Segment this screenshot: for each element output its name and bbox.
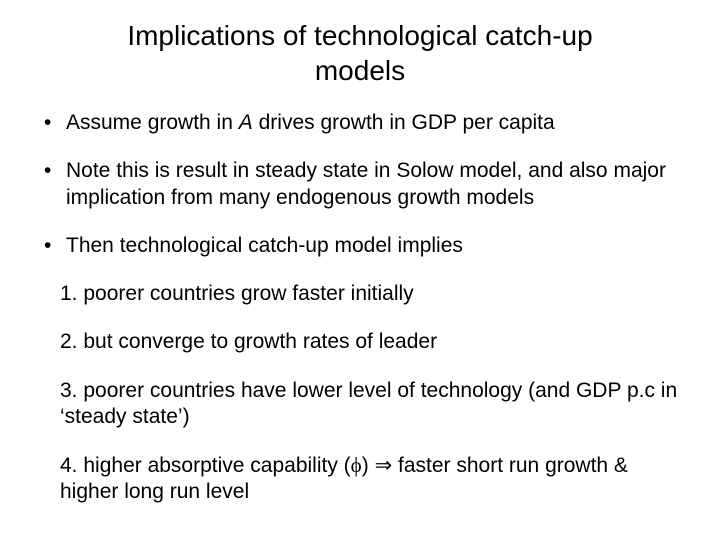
- bullet-item-1: Assume growth in A drives growth in GDP …: [66, 110, 690, 136]
- bullet-item-3: Then technological catch-up model implie…: [66, 233, 690, 259]
- slide-title: Implications of technological catch-up m…: [30, 18, 690, 88]
- bullet-1-pre: Assume growth in: [66, 111, 239, 134]
- num-4-mid: ): [362, 454, 375, 477]
- numbered-item-2: 2. but converge to growth rates of leade…: [60, 329, 690, 355]
- num-1-text: poorer countries grow faster initially: [83, 282, 413, 305]
- bullet-item-2: Note this is result in steady state in S…: [66, 158, 690, 211]
- title-line-1: Implications of technological catch-up: [127, 20, 592, 51]
- implies-arrow-icon: ⇒: [375, 453, 393, 477]
- numbered-item-4: 4. higher absorptive capability (ϕ) ⇒ fa…: [60, 452, 690, 506]
- numbered-list: 1. poorer countries grow faster initiall…: [30, 281, 690, 506]
- slide: Implications of technological catch-up m…: [0, 0, 720, 540]
- numbered-item-3: 3. poorer countries have lower level of …: [60, 378, 690, 431]
- num-4-number: 4.: [60, 454, 83, 477]
- numbered-item-1: 1. poorer countries grow faster initiall…: [60, 281, 690, 307]
- phi-symbol-icon: ϕ: [351, 453, 362, 477]
- num-3-text: poorer countries have lower level of tec…: [60, 379, 677, 428]
- num-3-number: 3.: [60, 379, 83, 402]
- bullet-1-italic: A: [239, 111, 253, 134]
- num-4-pre: higher absorptive capability (: [83, 454, 350, 477]
- bullet-1-post: drives growth in GDP per capita: [253, 111, 555, 134]
- title-line-2: models: [315, 55, 405, 86]
- bullet-list: Assume growth in A drives growth in GDP …: [30, 110, 690, 259]
- num-2-number: 2.: [60, 330, 83, 353]
- num-2-text: but converge to growth rates of leader: [83, 330, 437, 353]
- num-1-number: 1.: [60, 282, 83, 305]
